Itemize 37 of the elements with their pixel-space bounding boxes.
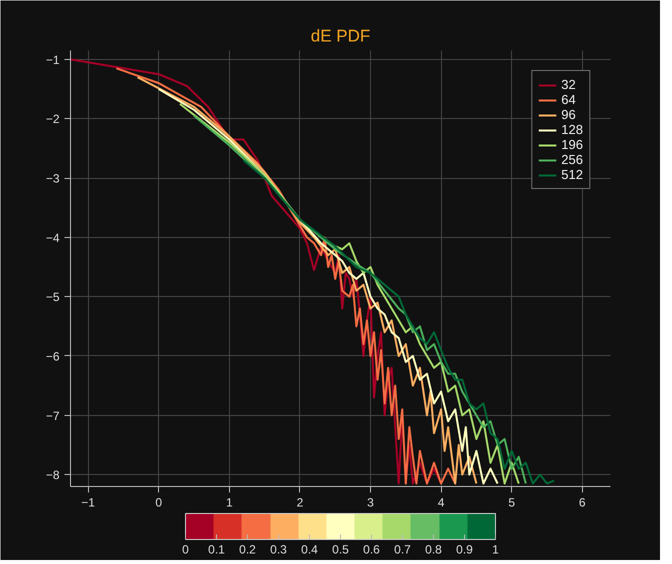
x-tick-label: 6 — [578, 496, 586, 510]
legend-label: 256 — [561, 152, 583, 167]
legend-label: 128 — [561, 122, 583, 137]
line-series — [70, 58, 442, 485]
color-bar-label: 0.8 — [425, 542, 442, 556]
color-bar-label: 0.5 — [332, 542, 350, 556]
color-bar-label: 0.7 — [394, 542, 412, 556]
x-tick-label: 0 — [155, 496, 162, 510]
y-tick-label: −2 — [46, 112, 60, 126]
color-bar-label: 1 — [492, 542, 500, 556]
legend-label: 96 — [561, 107, 577, 122]
legend-label: 64 — [561, 92, 577, 107]
y-tick-label: −1 — [46, 52, 60, 67]
color-bar-label: 0 — [182, 542, 190, 556]
legend-label: 512 — [561, 167, 583, 182]
x-tick-label: 2 — [296, 496, 304, 510]
y-tick-label: −5 — [46, 290, 60, 304]
y-tick-label: −4 — [46, 230, 60, 245]
x-tick-label: 1 — [226, 496, 233, 510]
chart-title: dE PDF — [310, 26, 370, 46]
color-bar-label: 0.1 — [208, 542, 226, 556]
color-bar-label: 0.4 — [301, 542, 318, 556]
y-tick-label: −8 — [46, 468, 60, 482]
y-tick-label: −7 — [46, 408, 60, 423]
legend-label: 32 — [561, 77, 577, 92]
y-tick-label: −3 — [46, 172, 60, 186]
line-series — [242, 159, 556, 485]
legend-label: 196 — [561, 137, 583, 152]
color-bar-label: 0.3 — [270, 542, 288, 556]
color-bar-label: 0.9 — [456, 542, 474, 556]
x-tick-label: 5 — [508, 496, 516, 510]
color-bar-label: 0.6 — [363, 542, 380, 556]
y-tick-label: −6 — [46, 349, 60, 364]
color-bar-label: 0.2 — [239, 542, 256, 556]
x-tick-label: −1 — [81, 496, 96, 510]
x-tick-label: 4 — [438, 496, 445, 510]
x-tick-label: 3 — [367, 496, 374, 510]
